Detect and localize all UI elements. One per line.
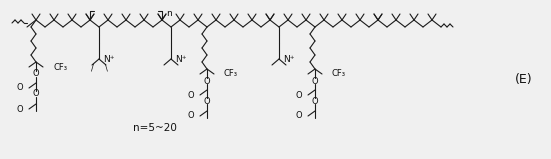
Text: /: / (90, 63, 94, 73)
Text: O: O (17, 104, 23, 114)
Text: O: O (187, 90, 194, 100)
Text: O: O (295, 111, 302, 121)
Text: O: O (295, 90, 302, 100)
Text: \: \ (105, 63, 107, 73)
Text: N⁺: N⁺ (103, 55, 115, 63)
Text: n: n (166, 10, 172, 18)
Text: CF₃: CF₃ (224, 69, 238, 79)
Text: (E): (E) (515, 73, 533, 86)
Text: N⁺: N⁺ (283, 55, 294, 63)
Text: O: O (17, 83, 23, 93)
Text: O: O (33, 90, 39, 98)
Text: O: O (204, 76, 210, 86)
Text: CF₃: CF₃ (53, 62, 67, 72)
Text: O: O (187, 111, 194, 121)
Text: CF₃: CF₃ (332, 69, 346, 79)
Text: n=5~20: n=5~20 (133, 123, 177, 133)
Text: O: O (204, 97, 210, 106)
Text: O: O (312, 97, 318, 106)
Text: O: O (312, 76, 318, 86)
Text: N⁺: N⁺ (175, 55, 186, 63)
Text: O: O (33, 69, 39, 79)
